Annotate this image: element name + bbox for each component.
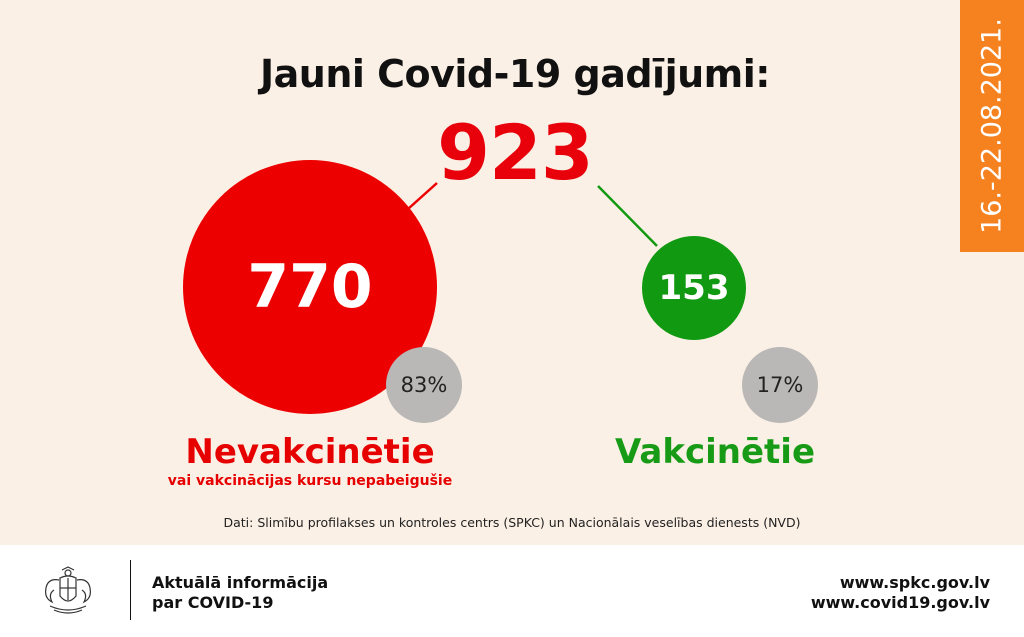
connector-line-vaccinated xyxy=(597,185,658,247)
footer-link-covid19[interactable]: www.covid19.gov.lv xyxy=(810,593,990,612)
page-title: Jauni Covid-19 gadījumi: xyxy=(260,52,770,96)
unvaccinated-count: 770 xyxy=(247,252,373,322)
data-source-note: Dati: Slimību profilakses un kontroles c… xyxy=(223,515,801,530)
connector-line-unvaccinated xyxy=(407,182,438,210)
unvaccinated-label: Nevakcinētie xyxy=(185,432,435,472)
connector-lines xyxy=(407,182,658,247)
vaccinated-percent: 17% xyxy=(756,373,804,397)
unvaccinated-sublabel: vai vakcinācijas kursu nepabeigušie xyxy=(167,473,453,489)
footer-link-spkc[interactable]: www.spkc.gov.lv xyxy=(839,573,990,592)
vaccinated-label: Vakcinētie xyxy=(614,432,816,472)
footer-info-line2: par COVID-19 xyxy=(152,593,274,612)
infographic xyxy=(0,0,1024,545)
vaccinated-count-bubble: 153 xyxy=(642,236,746,340)
footer-info-line1: Aktuālā informācija xyxy=(152,573,329,592)
total-cases: 923 xyxy=(437,108,594,197)
vaccinated-percent-bubble: 17% xyxy=(742,347,818,423)
footer-divider xyxy=(130,560,131,620)
unvaccinated-percent-bubble: 83% xyxy=(386,347,462,423)
date-tab: 16.-22.08.2021. xyxy=(960,0,1024,252)
footer-links: www.spkc.gov.lv www.covid19.gov.lv xyxy=(811,573,990,613)
unvaccinated-percent: 83% xyxy=(400,373,448,397)
latvia-coat-of-arms-icon xyxy=(45,566,91,614)
footer xyxy=(0,545,1024,637)
footer-info: Aktuālā informācija par COVID-19 xyxy=(152,573,328,613)
vaccinated-count: 153 xyxy=(658,268,730,308)
